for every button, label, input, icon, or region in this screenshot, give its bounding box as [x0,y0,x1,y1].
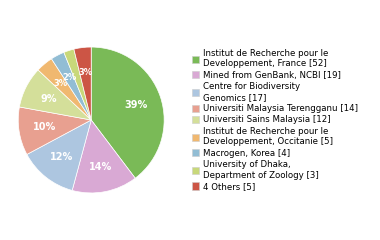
Wedge shape [18,107,91,155]
Wedge shape [74,47,91,120]
Legend: Institut de Recherche pour le
Developpement, France [52], Mined from GenBank, NC: Institut de Recherche pour le Developpem… [192,49,358,191]
Text: 39%: 39% [125,100,148,110]
Text: 10%: 10% [33,122,56,132]
Text: 14%: 14% [89,162,112,172]
Wedge shape [38,59,91,120]
Wedge shape [51,52,91,120]
Wedge shape [19,70,91,120]
Text: 3%: 3% [54,79,68,88]
Wedge shape [72,120,135,193]
Wedge shape [91,47,164,178]
Text: 9%: 9% [41,94,57,104]
Text: 2%: 2% [62,73,76,82]
Text: 3%: 3% [78,68,93,78]
Wedge shape [64,49,91,120]
Wedge shape [27,120,91,190]
Text: 12%: 12% [50,152,73,162]
